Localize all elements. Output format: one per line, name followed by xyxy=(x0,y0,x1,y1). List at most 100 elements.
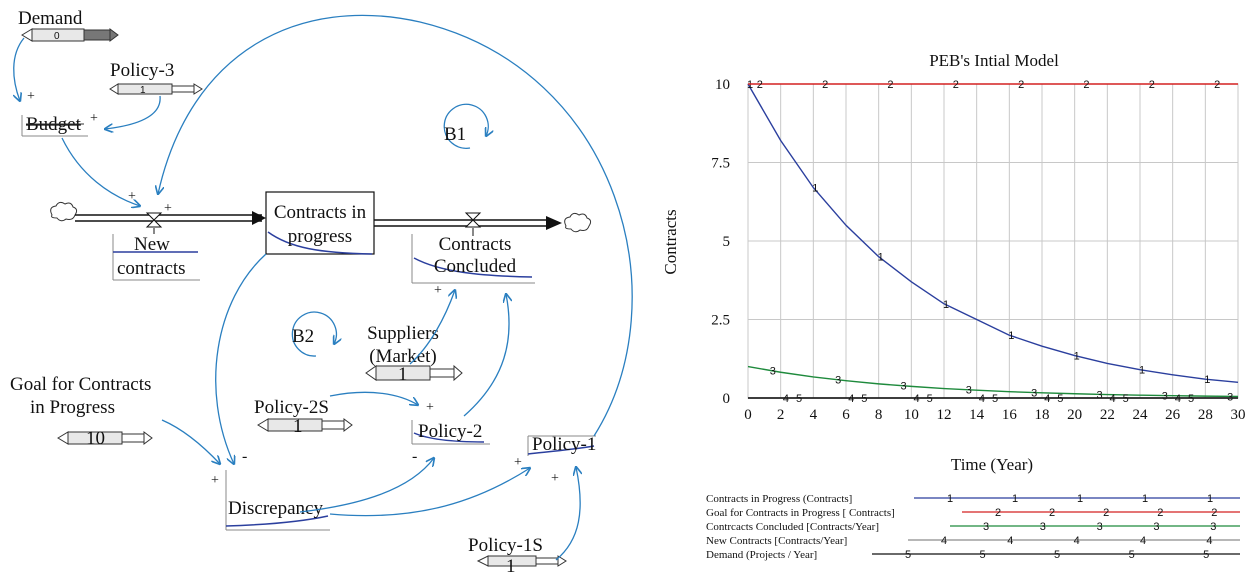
series-marker-1: 1 xyxy=(943,299,949,311)
contracts-concluded-valve-icon[interactable] xyxy=(464,212,482,236)
suppliers-label-2: (Market) xyxy=(369,346,437,367)
suppliers-slider[interactable]: 1 xyxy=(365,364,463,385)
policy3-slider[interactable]: 1 xyxy=(109,83,203,96)
x-tick-label: 26 xyxy=(1165,407,1181,423)
source-cloud-icon xyxy=(50,201,78,222)
y-tick-label: 5 xyxy=(723,234,731,250)
x-tick-label: 2 xyxy=(777,407,785,423)
x-tick-label: 16 xyxy=(1002,407,1018,423)
policy2-variable[interactable]: Policy-2 xyxy=(411,420,490,445)
minus-sign: - xyxy=(412,448,417,465)
legend-marker: 1 xyxy=(947,493,953,505)
policy3-slider-value: 1 xyxy=(140,85,146,96)
plus-sign: + xyxy=(128,189,136,204)
series-marker-4: 4 xyxy=(914,393,920,405)
legend-marker: 1 xyxy=(1142,493,1148,505)
demand-slider-value: 0 xyxy=(54,31,60,42)
series-marker-1: 1 xyxy=(1008,330,1014,342)
policy1s-slider[interactable]: 1 xyxy=(476,555,567,577)
series-marker-2: 2 xyxy=(1083,79,1089,91)
policy1-variable[interactable]: Policy-1 xyxy=(527,434,596,456)
x-tick-label: 10 xyxy=(904,407,919,423)
legend-marker: 5 xyxy=(1203,549,1209,561)
series-marker-4: 4 xyxy=(1044,393,1050,405)
legend-marker: 3 xyxy=(1040,521,1046,533)
series-marker-3: 3 xyxy=(1162,391,1168,403)
policy2s-slider[interactable]: 1 xyxy=(257,416,353,437)
series-marker-5: 5 xyxy=(927,393,933,405)
policy1-label: Policy-1 xyxy=(532,434,596,455)
contracts-in-progress-label-1: Contracts in xyxy=(274,202,367,223)
legend-marker: 5 xyxy=(905,549,911,561)
goal-label-2: in Progress xyxy=(30,397,115,418)
series-marker-5: 5 xyxy=(861,393,867,405)
legend-label: New Contracts [Contracts/Year] xyxy=(706,535,847,547)
policy1s-label: Policy-1S xyxy=(468,535,543,556)
x-tick-label: 8 xyxy=(875,407,883,423)
legend-marker: 3 xyxy=(1097,521,1103,533)
contracts-concluded-rate[interactable]: Contracts Concluded xyxy=(411,234,535,284)
chart-grid xyxy=(747,83,1239,399)
goal-slider[interactable]: 10 xyxy=(57,428,153,449)
series-marker-4: 4 xyxy=(1110,393,1116,405)
causal-links xyxy=(14,14,633,561)
series-marker-2: 2 xyxy=(1214,79,1220,91)
loop-b1-label: B1 xyxy=(444,124,466,145)
legend-marker: 2 xyxy=(1049,507,1055,519)
chart-legend: Contracts in Progress (Contracts] 1 1 1 1 1 Go… xyxy=(706,493,1240,561)
demand-slider[interactable]: 0 xyxy=(21,28,119,42)
series-marker-5: 5 xyxy=(796,393,802,405)
contracts-in-progress-label-2: progress xyxy=(288,226,352,247)
x-tick-label: 14 xyxy=(969,407,985,423)
goal-label-1: Goal for Contracts xyxy=(10,374,151,395)
plus-sign: + xyxy=(551,471,559,486)
plus-sign: + xyxy=(514,455,522,470)
series-marker-3: 3 xyxy=(966,385,972,397)
series-marker-1: 1 xyxy=(1074,351,1080,363)
y-tick-label: 10 xyxy=(715,77,730,93)
plus-sign: + xyxy=(164,201,172,216)
x-tick-label: 20 xyxy=(1067,407,1082,423)
polarity-signs: + + + + + + - + - + + xyxy=(27,89,559,488)
series-line-1 xyxy=(747,83,1239,383)
new-contracts-valve-icon[interactable] xyxy=(145,212,163,234)
series-marker-1: 1 xyxy=(812,183,818,195)
discrepancy-variable[interactable]: Discrepancy xyxy=(225,470,330,531)
new-contracts-rate[interactable]: New contracts xyxy=(112,234,200,281)
policy2-label: Policy-2 xyxy=(418,421,482,442)
series-marker-1: 1 xyxy=(1139,365,1145,377)
series-marker-5: 5 xyxy=(1057,393,1063,405)
x-axis-label: Time (Year) xyxy=(951,455,1033,474)
minus-sign: - xyxy=(242,448,247,465)
suppliers-slider-value: 1 xyxy=(398,364,408,385)
series-line-3 xyxy=(747,365,1239,398)
legend-marker: 3 xyxy=(1210,521,1216,533)
series-marker-5: 5 xyxy=(1123,393,1129,405)
x-tick-label: 6 xyxy=(842,407,850,423)
legend-marker: 3 xyxy=(1153,521,1159,533)
legend-marker: 4 xyxy=(1206,535,1212,547)
legend-label: Contrcacts Concluded [Contracts/Year] xyxy=(706,521,879,533)
legend-marker: 1 xyxy=(1012,493,1018,505)
contracts-in-progress-stock[interactable]: Contracts in progress xyxy=(265,191,375,255)
series-marker-4: 4 xyxy=(783,393,789,405)
legend-marker: 4 xyxy=(1074,535,1080,547)
y-axis-label: Contracts xyxy=(661,209,680,274)
legend-marker: 2 xyxy=(1103,507,1109,519)
policy2s-label: Policy-2S xyxy=(254,397,329,418)
x-tick-label: 0 xyxy=(744,407,752,423)
x-tick-label: 12 xyxy=(937,407,952,423)
series-marker-4: 4 xyxy=(848,393,854,405)
goal-slider-value: 10 xyxy=(86,428,105,449)
budget-variable[interactable]: Budget xyxy=(21,114,88,137)
series-marker-5: 5 xyxy=(992,393,998,405)
loop-b2: B2 xyxy=(291,311,336,357)
series-marker-1: 1 xyxy=(1204,374,1210,386)
series-marker-2: 2 xyxy=(757,79,763,91)
series-marker-4: 4 xyxy=(979,393,985,405)
inflow-pipe xyxy=(50,201,266,225)
legend-label: Demand (Projects / Year] xyxy=(706,549,817,561)
x-tick-label: 24 xyxy=(1133,407,1149,423)
